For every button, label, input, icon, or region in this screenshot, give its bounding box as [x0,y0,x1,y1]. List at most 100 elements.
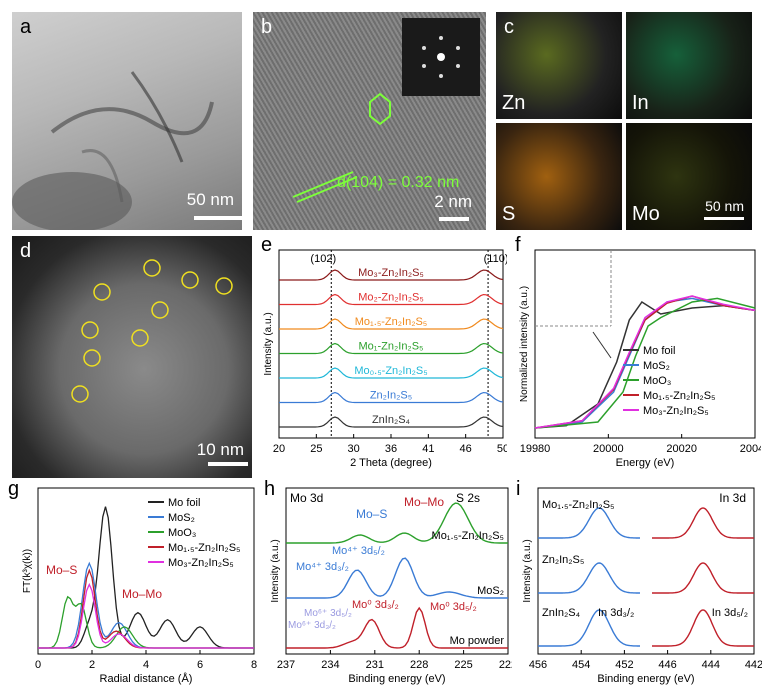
y-axis-label: Intensity (a.u.) [270,539,281,602]
x-tick-label: 237 [277,659,295,671]
x-tick-label: 456 [529,659,547,671]
x-tick-label: 231 [366,659,384,671]
x-tick-label: 442 [745,659,762,671]
x-tick-label: 225 [454,659,472,671]
x-tick-label: 20020 [666,443,697,455]
tem-texture [12,71,242,230]
xrd-series-label: Mo₂-Zn₂In₂S₅ [358,292,424,304]
x-tick-label: 46 [460,443,472,455]
plot-frame [534,249,756,439]
y-axis-label: Normalized intensity (a.u.) [519,286,530,402]
xanes-plot: 19980 20000 20020 20040 Energy (eV) Normalize… [519,249,761,469]
panel-h-xps-chart: h 237 234 231 228 225 222 Binding energy (eV) I… [260,480,512,688]
x-axis-label: 2 Theta (degree) [350,457,432,469]
xps-in3d52-line [652,609,754,647]
xps-series-line [286,557,508,599]
panel-label-d: d [20,240,32,262]
xps-series-line [286,606,508,649]
scalebar-c [704,217,744,220]
x-tick-label: 0 [35,659,41,671]
single-atom-marker [143,259,161,277]
legend-label: Mo₃-Zn₂In₂S₅ [168,557,234,569]
scalebar-label-c: 50 nm [705,198,744,214]
annotation-mo-mo: Mo–Mo [404,495,444,509]
xrd-series-line [279,342,504,355]
xrd-series-line [279,391,504,404]
panel-label-b: b [261,16,273,38]
peak-label: In 3d₃/₂ [598,607,634,619]
legend-label: MoO₃ [168,527,196,539]
eds-map-zn: Zn [496,12,622,119]
xrd-plot: 20 25 30 36 41 46 50 2 Theta (degree) Intensity … [263,249,507,469]
single-atom-marker [131,329,149,347]
xanes-series-line [534,295,756,429]
legend-label: MoS₂ [168,512,195,524]
panel-c-eds-maps: Zn In S Mo 50 nm c [496,12,752,230]
peak-label: Mo⁶⁺ 3d₃/₂ [288,620,336,631]
x-axis-label: Energy (eV) [616,457,675,469]
x-tick-label: 222 [499,659,512,671]
panel-label-f: f [515,236,521,256]
y-axis-label: Intensity (a.u.) [263,312,274,375]
xps-series-label: Mo powder [450,635,505,647]
eds-label-s: S [502,203,516,225]
scalebar-label-b: 2 nm [434,192,472,211]
xps-in3d-plot: 456 454 452 446 444 442 Binding energy (eV) Int… [522,487,762,685]
x-tick-label: 228 [410,659,428,671]
exafs-plot: 0 2 4 6 8 Radial distance (Å) FT(k³χ(k)) Mo foi… [22,487,257,685]
x-tick-label: 25 [310,443,322,455]
annotation-mo-s: Mo–S [46,563,77,577]
legend-label: Mo₃-Zn₂In₂S₅ [643,405,709,417]
x-tick-label: 6 [197,659,203,671]
xrd-series-line [279,416,504,428]
scalebar-label-a: 50 nm [186,190,234,209]
y-axis-label: Intensity (a.u.) [522,539,533,602]
eds-label-mo: Mo [632,203,660,225]
x-tick-label: 20000 [593,443,624,455]
scalebar-d [208,462,248,466]
single-atom-marker [151,301,169,319]
y-axis-label: FT(k³χ(k)) [22,549,33,593]
xrd-series-line [279,293,504,306]
peak-label: Mo⁴⁺ 3d₃/₂ [296,561,349,573]
legend-label: Mo₁.₅-Zn₂In₂S₅ [168,542,240,554]
xrd-series-line [279,318,504,330]
x-tick-label: 444 [702,659,720,671]
xps-in3d52-line [652,562,754,594]
xrd-series-label: ZnIn₂S₄ [372,414,411,426]
eds-label-in: In [632,92,649,114]
x-tick-label: 446 [658,659,676,671]
x-tick-label: 8 [251,659,257,671]
xps-in3d52-line [652,507,754,539]
x-tick-label: 41 [422,443,434,455]
exafs-series-line [38,595,254,649]
legend-label: MoS₂ [643,360,670,372]
xps-region-label: S 2s [456,491,480,505]
peak-label-110: (110) [484,253,507,265]
xps-series-line [286,502,508,544]
exafs-series-line [38,582,254,649]
eds-map-mo: Mo 50 nm [626,123,752,230]
single-atom-marker [181,271,199,289]
xrd-series-label: Zn₂In₂S₅ [370,390,412,402]
panel-f-xanes-chart: f 19980 20000 20020 20040 Energy (eV) Normali… [511,236,761,476]
x-tick-label: 454 [572,659,590,671]
panel-i-xps-chart: i 456 454 452 446 444 442 Binding energy (eV) I… [512,480,762,688]
xps-series-label: Mo₁.₅-Zn₂In₂S₅ [542,499,614,511]
single-atom-marker [83,349,101,367]
panel-label-h: h [264,480,276,500]
eds-map-s: S [496,123,622,230]
plot-frame [285,487,509,655]
legend-label: MoO₃ [643,375,671,387]
x-tick-label: 2 [89,659,95,671]
xps-mo3d-plot: 237 234 231 228 225 222 Binding energy (eV) Int… [270,487,512,685]
single-atom-marker [215,277,233,295]
peak-label: Mo⁰ 3d₅/₂ [430,601,477,613]
legend-label: Mo₁.₅-Zn₂In₂S₅ [643,390,715,402]
single-atom-marker [93,283,111,301]
xps-in3d32-line [538,609,640,647]
panel-b-hrtem-image: b d(104) = 0.32 nm 2 nm [253,12,486,230]
eds-map-in: In [626,12,752,119]
x-tick-label: 20 [273,443,285,455]
single-atom-marker [71,385,89,403]
